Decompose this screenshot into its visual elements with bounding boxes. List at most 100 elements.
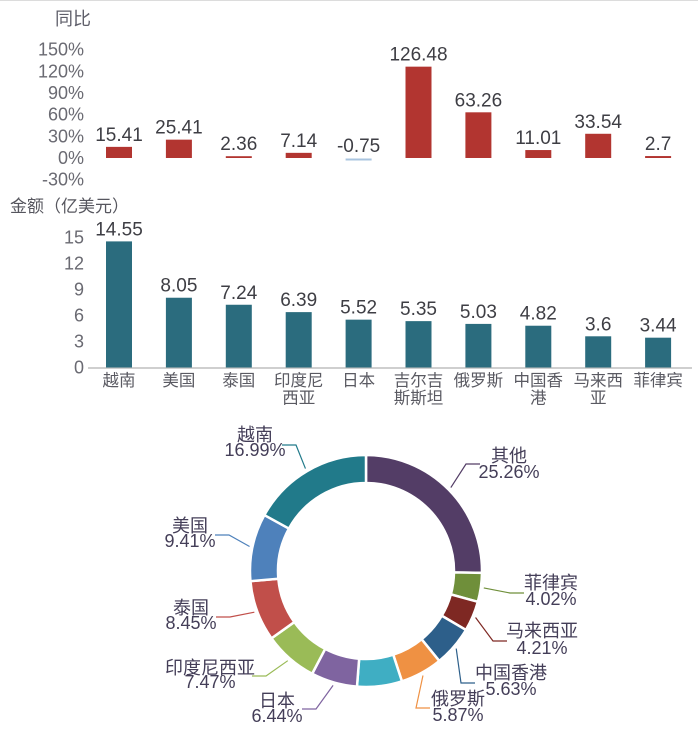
amount-chart-title: 金额（亿美元） <box>10 197 129 216</box>
amount-y-tick: 9 <box>74 279 84 299</box>
yoy-bar-3 <box>285 152 312 158</box>
amount-category-label: 亚 <box>590 390 607 408</box>
yoy-y-tick: 150% <box>38 40 84 60</box>
yoy-value-label: 126.48 <box>389 45 447 66</box>
yoy-bar-1 <box>165 139 192 158</box>
share-leader-line <box>252 660 289 677</box>
amount-category-label: 越南 <box>103 371 136 390</box>
amount-category-label: 马来西 <box>573 371 623 390</box>
amount-value-label: 5.35 <box>400 299 437 320</box>
share-label-pct: 8.45% <box>165 613 216 633</box>
share-label-name: 马来西亚 <box>506 621 578 641</box>
share-slice-0 <box>364 453 484 575</box>
share-label-name: 俄罗斯 <box>431 689 485 709</box>
share-label-name: 中国香港 <box>475 663 547 683</box>
share-leader-line <box>216 611 255 618</box>
share-slice-10 <box>262 453 368 531</box>
amount-category-label: 中国香 <box>514 371 564 390</box>
share-label-name: 菲律宾 <box>524 573 578 593</box>
amount-bar-5 <box>405 321 432 368</box>
yoy-value-label: 2.36 <box>220 134 257 155</box>
amount-category-label: 俄罗斯 <box>454 371 504 390</box>
share-label-name: 其他 <box>491 446 527 466</box>
amount-y-tick: 6 <box>74 305 84 325</box>
share-leader-line <box>455 648 475 684</box>
amount-bar-9 <box>645 337 672 368</box>
amount-category-label: 印度尼 <box>274 371 324 390</box>
yoy-y-tick: -30% <box>42 170 84 190</box>
share-label-name: 泰国 <box>173 598 209 618</box>
share-label-pct: 16.99% <box>224 440 285 460</box>
amount-value-label: 5.03 <box>460 302 497 323</box>
share-leader-line <box>282 444 307 469</box>
yoy-bar-7 <box>525 150 552 158</box>
share-label-pct: 5.63% <box>485 679 536 699</box>
yoy-bar-2 <box>225 156 252 158</box>
amount-value-label: 4.82 <box>520 304 557 325</box>
share-label-name: 日本 <box>259 691 295 711</box>
yoy-value-label: 7.14 <box>280 131 317 152</box>
yoy-value-label: 33.54 <box>574 112 622 133</box>
share-label-name: 美国 <box>172 516 208 536</box>
yoy-value-label: -0.75 <box>337 136 380 157</box>
amount-value-label: 7.24 <box>220 283 257 304</box>
share-leader-line <box>483 587 524 594</box>
yoy-y-tick: 0% <box>58 148 84 168</box>
yoy-bar-chart: 150%120%90%60%30%0%-30% 15.41 25.41 2.36 7.1… <box>38 40 672 190</box>
share-leader-line <box>450 463 480 488</box>
yoy-y-tick: 120% <box>38 61 84 81</box>
share-label-pct: 25.26% <box>478 462 539 482</box>
yoy-y-tick: 90% <box>48 83 84 103</box>
amount-category-label: 美国 <box>162 371 195 390</box>
amount-category-label: 吉尔吉 <box>394 371 444 390</box>
amount-bar-2 <box>225 304 252 368</box>
amount-category-label: 日本 <box>342 371 375 390</box>
amount-category-label: 西亚 <box>282 390 315 408</box>
amount-category-label: 菲律宾 <box>633 371 683 390</box>
share-label-name: 越南 <box>237 425 273 445</box>
amount-y-tick: 3 <box>74 331 84 351</box>
amount-category-label: 斯斯坦 <box>394 389 444 408</box>
share-label-name: 印度尼西亚 <box>165 658 255 678</box>
share-leader-line <box>215 534 250 547</box>
share-leader-line <box>302 685 334 710</box>
amount-value-label: 5.52 <box>340 298 377 319</box>
amount-bar-3 <box>285 312 312 368</box>
amount-value-label: 8.05 <box>160 276 197 297</box>
amount-bar-0 <box>106 241 132 368</box>
amount-bar-chart: 15 12 9 6 3 0 14.55 越南 8.05 美国 7.24 泰国 6.39 印度尼西亚 5.52… <box>64 219 692 408</box>
amount-y-tick: 0 <box>74 358 84 378</box>
share-label-pct: 9.41% <box>164 531 215 551</box>
amount-bar-4 <box>345 319 372 368</box>
amount-value-label: 14.55 <box>95 219 143 240</box>
share-label-pct: 5.87% <box>432 705 483 725</box>
yoy-value-label: 25.41 <box>155 118 203 139</box>
yoy-y-tick: 30% <box>48 126 84 146</box>
amount-bar-6 <box>465 323 492 368</box>
yoy-value-label: 15.41 <box>95 125 143 146</box>
share-label-pct: 4.21% <box>516 638 567 658</box>
amount-category-label: 港 <box>530 389 547 408</box>
yoy-bar-8 <box>585 133 612 158</box>
share-leader-line <box>475 617 507 642</box>
yoy-y-tick: 60% <box>48 105 84 125</box>
yoy-chart-title: 同比 <box>55 9 91 29</box>
yoy-value-label: 63.26 <box>455 90 503 111</box>
share-label-pct: 6.44% <box>251 706 302 726</box>
amount-value-label: 3.6 <box>585 314 611 335</box>
yoy-bar-6 <box>465 112 492 158</box>
yoy-bar-0 <box>106 146 132 158</box>
amount-bar-7 <box>525 325 552 368</box>
yoy-bar-5 <box>405 66 432 158</box>
share-slice-unlabeled <box>355 653 404 689</box>
amount-y-tick: 15 <box>64 227 84 247</box>
amount-value-label: 6.39 <box>280 290 317 311</box>
amount-bar-1 <box>165 297 192 368</box>
amount-value-label: 3.44 <box>640 316 677 337</box>
yoy-bar-9 <box>645 156 672 158</box>
amount-bar-8 <box>585 336 612 368</box>
amount-category-label: 泰国 <box>222 371 255 390</box>
share-leader-line <box>415 675 430 709</box>
